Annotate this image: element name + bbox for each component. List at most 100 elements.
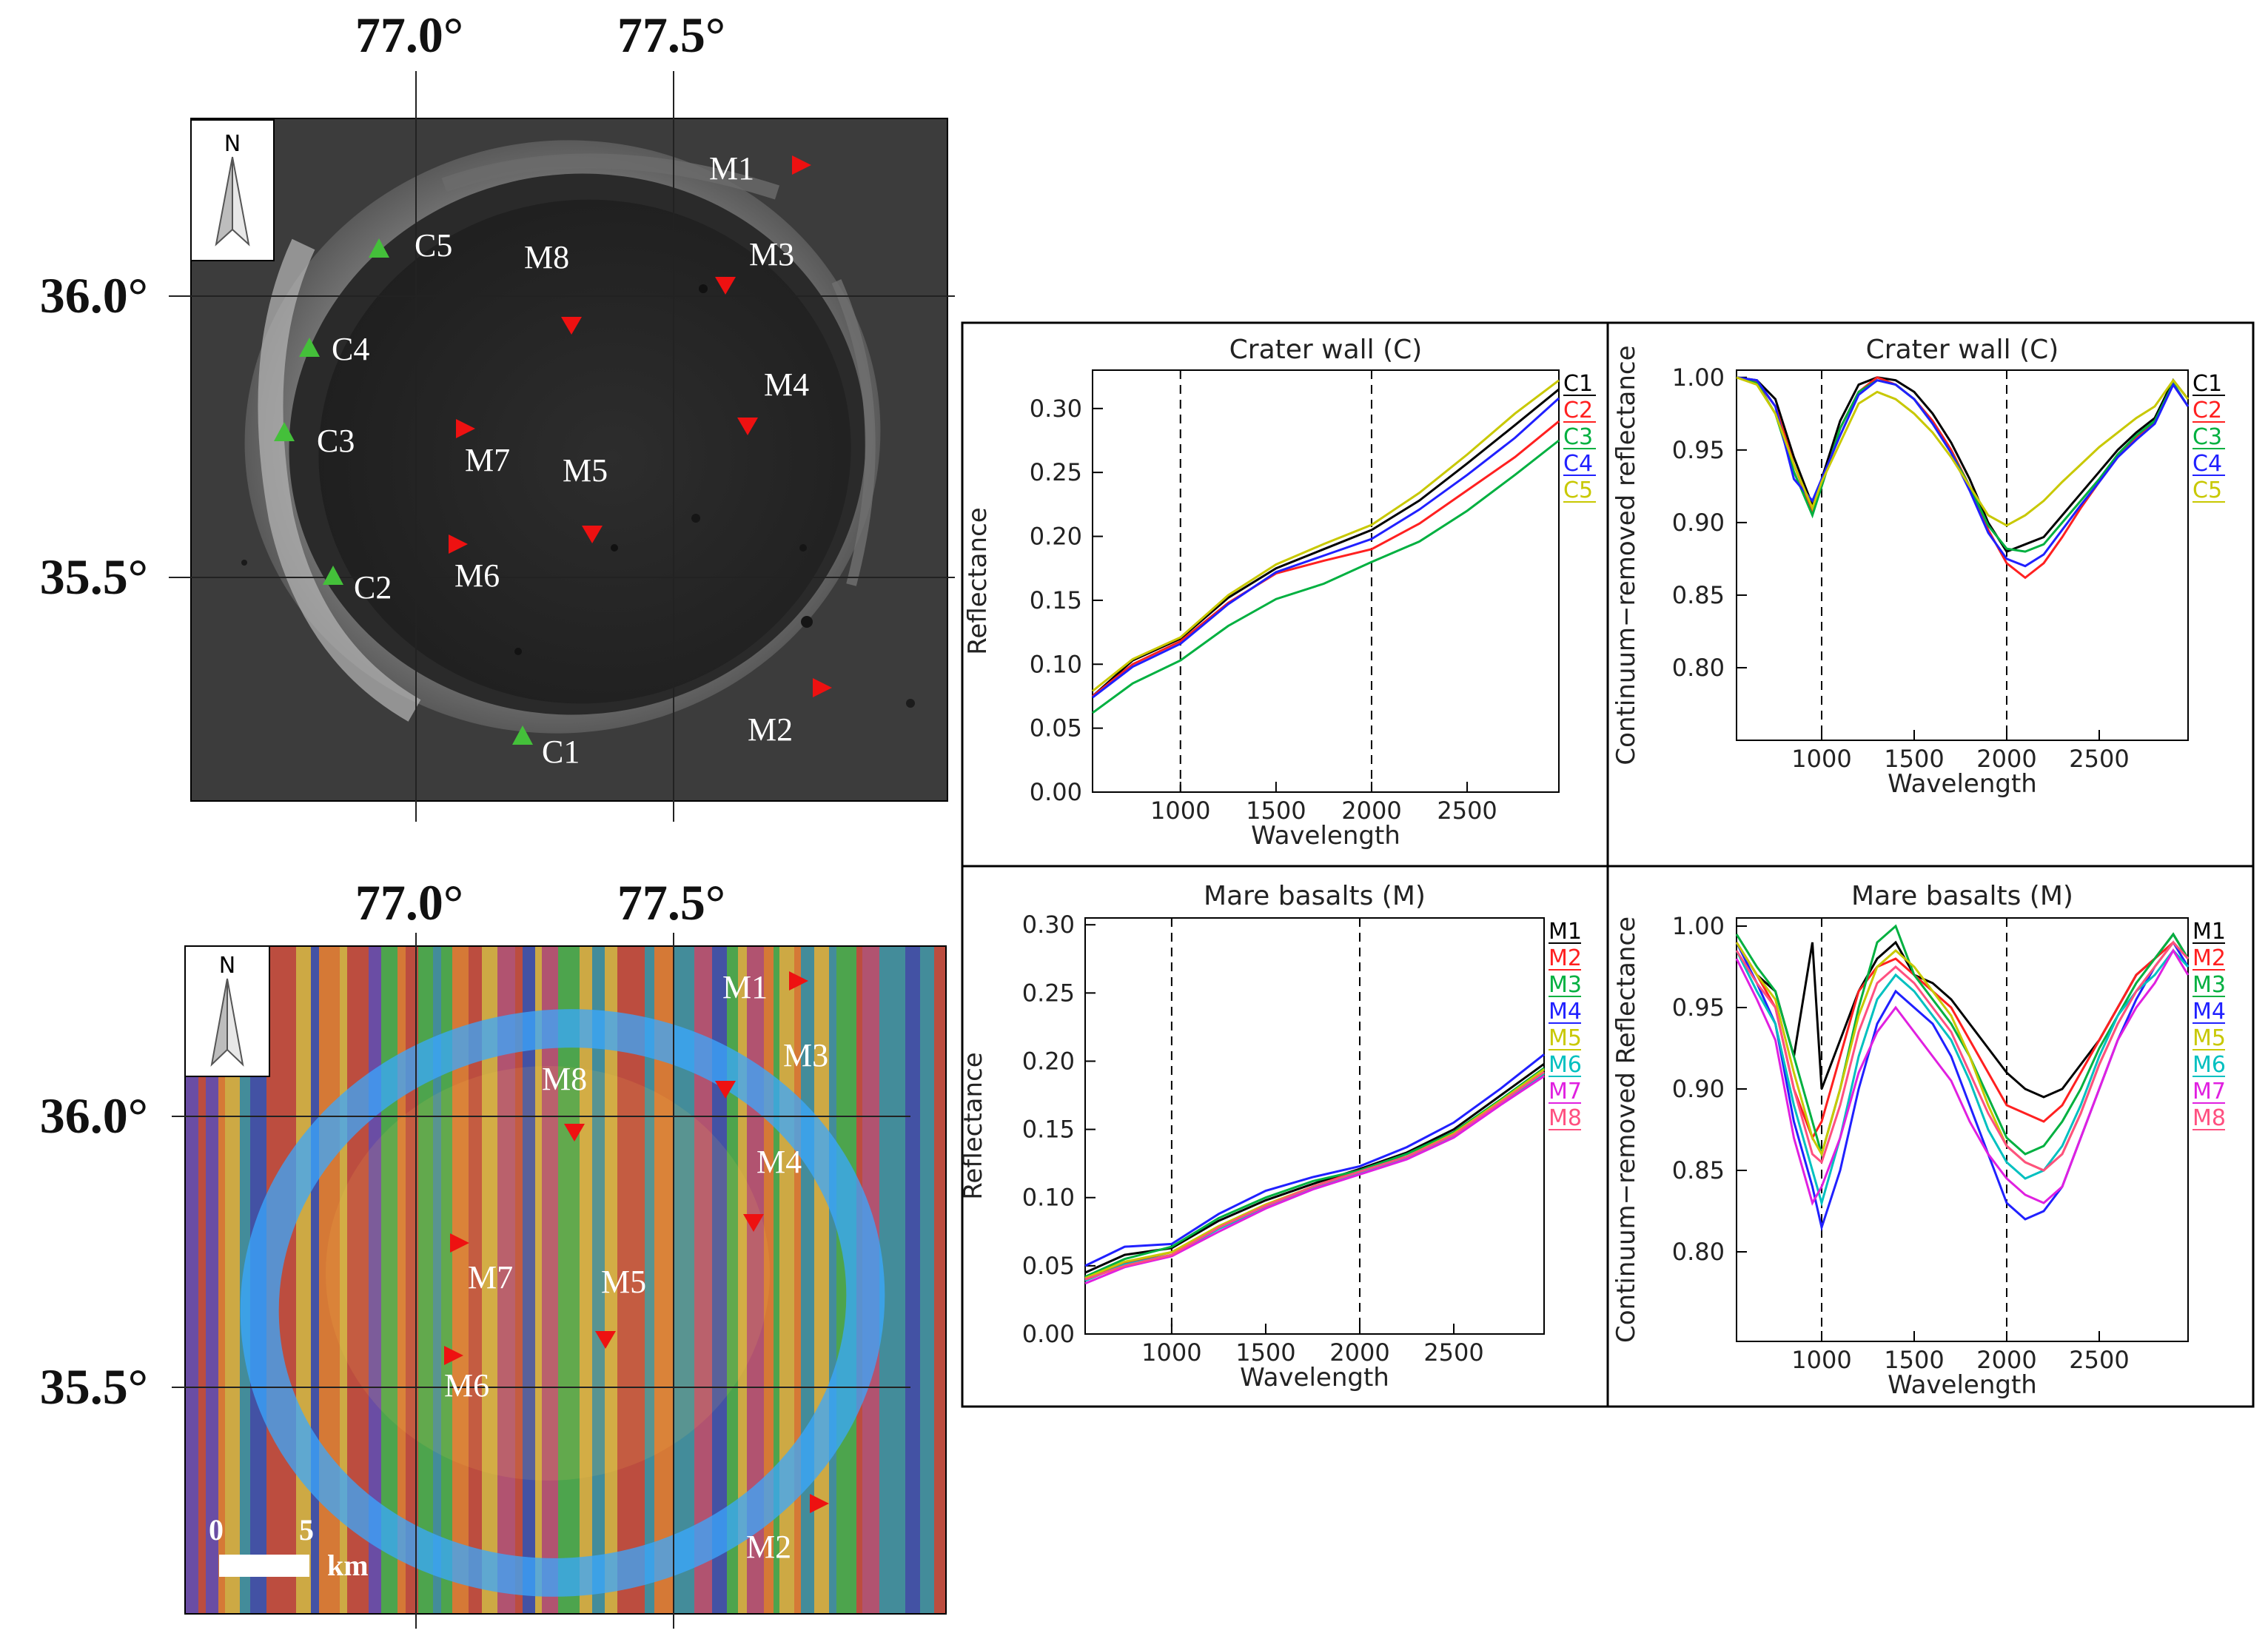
legend-M5: M5 [1549,1025,1582,1051]
top-map-labels: C5 C4 C3 C2 C1 M1 M3 M8 M4 M7 M5 M6 M2 [317,150,809,770]
map-label-C3: C3 [317,423,355,459]
x-axis-label: Wavelength [1251,821,1400,851]
y-tick-label: 0.25 [1030,458,1082,486]
x-tick-label: 1500 [1884,745,1944,773]
y-tick-label: 0.90 [1672,1075,1725,1103]
plot-title: Crater wall (C) [1866,335,2059,365]
y-tick-label: 0.80 [1672,1238,1725,1266]
marker-C5-top [369,238,389,258]
legend-C2: C2 [2192,398,2222,423]
legend-M2: M2 [1549,945,1582,971]
map-label-M5-bottom: M5 [601,1264,646,1300]
series-line-M2 [1735,940,2190,1141]
x-tick-label: 1500 [1235,1338,1295,1367]
marker-M2-top [813,678,832,697]
marker-C2-top [323,566,343,585]
legend-M4: M4 [2192,999,2226,1025]
y-tick-label: 0.20 [1030,523,1082,551]
series-line-C5 [1736,376,2190,527]
scale-tick-0: 0 [209,1513,224,1546]
legend-C3: C3 [2192,424,2222,450]
y-tick-label: 0.30 [1022,911,1075,939]
x-tick-label: 1000 [1150,797,1210,825]
marker-M5-bottom [595,1331,616,1349]
north-label: N [224,131,241,157]
series-line-C4 [1092,397,1560,699]
y-tick-label: 1.00 [1672,912,1725,940]
marker-M3-top [715,277,736,295]
north-arrow-icon-bottom: N [184,945,270,1077]
series-line-C1 [1092,388,1560,697]
map-label-C1: C1 [542,734,580,770]
map-label-M1: M1 [709,150,754,187]
legend-M6: M6 [2192,1052,2226,1078]
marker-C3-top [274,422,295,441]
legend-M3: M3 [1549,972,1582,998]
marker-M3-bottom [715,1081,736,1099]
series-line-M6 [1735,948,2190,1207]
legend-C1: C1 [1563,371,1593,397]
bottom-map-markers [444,971,829,1513]
lroc-wac-map: N [169,71,955,822]
map-label-M1-bottom: M1 [722,969,768,1005]
x-tick-label: 2500 [2069,745,2129,773]
plot-mare-basalts-continuum-removed: 1000 1500 2000 2500 0.80 0.85 0.90 0.95 1.00 Mare… [1611,881,2226,1400]
x-tick-label: 2500 [2069,1346,2129,1374]
map-label-M4: M4 [764,366,809,403]
marker-C4-top [299,338,320,357]
bottom-lat-label-36.0: 36.0° [40,1087,148,1144]
plot-axes [1092,369,1560,793]
y-tick-label: 0.30 [1030,395,1082,423]
y-tick-label: 0.20 [1022,1047,1075,1075]
legend-M6: M6 [1549,1052,1582,1078]
scale-bar: 0 5 km [209,1513,369,1582]
marker-C1-top [512,725,533,745]
scale-unit: km [327,1549,369,1582]
top-lat-label-35.5: 35.5° [40,549,148,605]
marker-M8-top [561,317,582,335]
y-tick-label: 0.10 [1030,650,1082,678]
legend-M5: M5 [2192,1025,2226,1051]
top-map-markers [274,155,832,745]
marker-M4-bottom [743,1214,764,1232]
y-tick-label: 1.00 [1672,363,1725,392]
y-tick-label: 0.00 [1030,778,1082,806]
marker-M1-bottom [789,971,808,991]
plot-mare-basalts-reflectance: 1000 1500 2000 2500 0.00 0.05 0.10 0.15 0.20 0.25… [959,881,1582,1392]
scale-bar-rect [219,1555,309,1577]
map-label-C5: C5 [415,227,452,264]
x-axis-label: Wavelength [1888,769,2037,799]
legend-C5: C5 [2192,477,2222,503]
x-tick-label: 1000 [1791,745,1851,773]
x-tick-label: 1500 [1246,797,1306,825]
top-lon-label-77.5: 77.5° [617,7,725,63]
legend-M8: M8 [2192,1105,2226,1131]
map-label-M6-bottom: M6 [444,1367,489,1404]
series-line-M8 [1735,940,2190,1172]
x-axis-label: Wavelength [1888,1370,2037,1400]
y-axis-label: Reflectance [959,1052,988,1199]
map-label-C2: C2 [354,569,392,606]
x-tick-label: 1000 [1141,1338,1201,1367]
legend-M7: M7 [2192,1079,2226,1105]
y-tick-label: 0.95 [1672,436,1725,464]
y-tick-label: 0.95 [1672,993,1725,1022]
top-lat-label-36.0: 36.0° [40,267,148,324]
plot-title: Mare basalts (M) [1851,881,2073,911]
series-line-M8 [1084,1070,1545,1281]
bottom-lon-label-77.5: 77.5° [617,874,725,931]
series-line-M7 [1084,1075,1545,1285]
top-lon-label-77.0: 77.0° [355,7,463,63]
y-tick-label: 0.05 [1030,714,1082,743]
plot-title: Mare basalts (M) [1204,881,1426,911]
series-line-C2 [1092,420,1560,697]
plot-axes [1736,369,2189,741]
legend-C2: C2 [1563,398,1593,423]
map-label-M3-bottom: M3 [783,1037,828,1073]
marker-M1-top [792,155,811,175]
x-tick-label: 1500 [1884,1346,1944,1374]
legend-C3: C3 [1563,424,1593,450]
legend-M4: M4 [1549,999,1582,1025]
x-tick-label: 2500 [1437,797,1497,825]
